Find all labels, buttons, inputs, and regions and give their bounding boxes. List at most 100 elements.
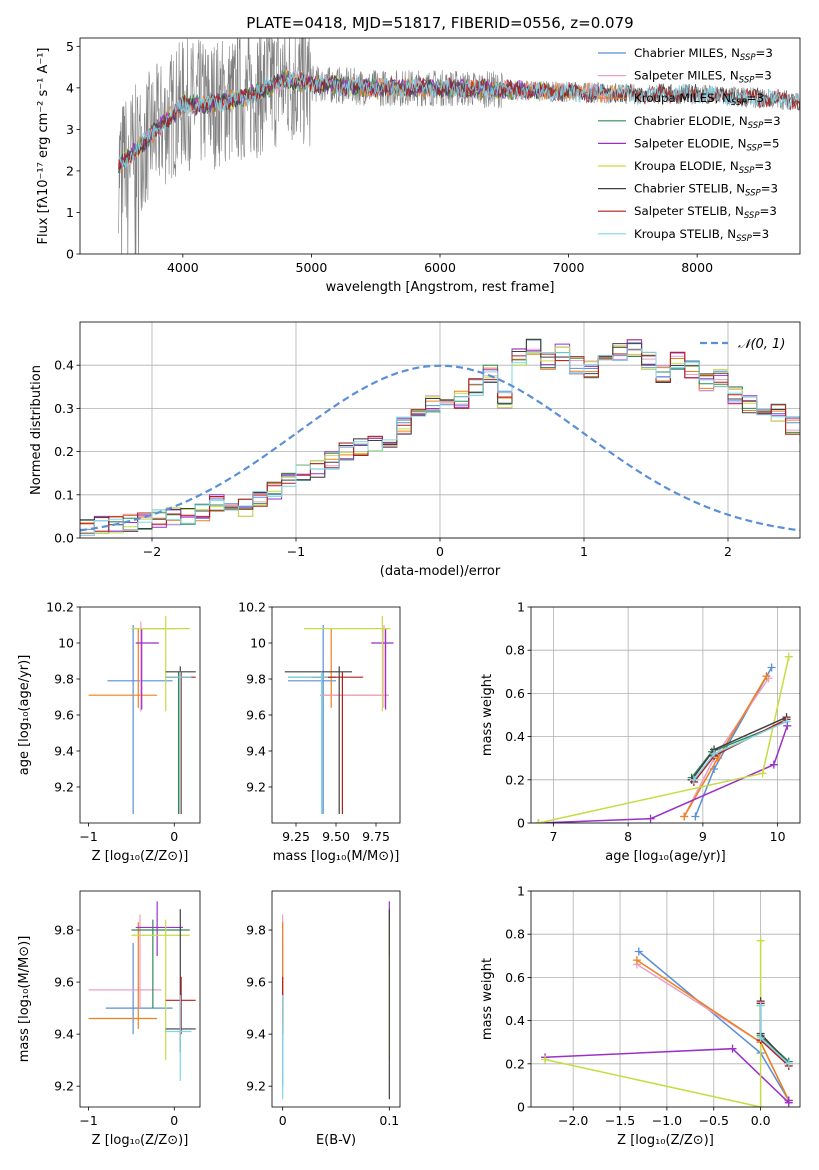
x-tick-label: −0.5 — [699, 1113, 729, 1128]
series-marker — [784, 1096, 793, 1105]
y-tick-label: 9.6 — [246, 975, 266, 990]
y-tick-label: 9.4 — [246, 744, 266, 759]
series-marker — [756, 936, 765, 945]
plot-area — [284, 616, 394, 814]
errorbar-point — [304, 616, 391, 712]
y-tick-label: 9.4 — [54, 744, 74, 759]
y-tick-label: 0 — [66, 247, 74, 262]
x-axis-label: age [log₁₀(age/yr)] — [605, 849, 726, 864]
panel-residuals: −2 −1 0 1 2 0.0 0.1 0.2 0.3 0.4 (data-model)/error… — [29, 321, 801, 579]
series-line — [759, 1005, 790, 1065]
legend-label: 𝒩(0, 1) — [738, 337, 785, 352]
series-line — [538, 725, 789, 823]
errorbar-point — [88, 628, 158, 708]
legend-label: Kroupa MILES, NSSP=3 — [634, 91, 764, 108]
histogram-step — [80, 346, 800, 534]
histogram-step — [80, 339, 800, 525]
plot-area — [80, 338, 800, 536]
errorbar-point — [135, 901, 183, 957]
y-tick-label: 0.2 — [54, 444, 74, 459]
y-tick-label: 10.2 — [238, 600, 266, 615]
y-tick-label: 0.4 — [505, 729, 525, 744]
y-tick-label: 0 — [517, 1100, 525, 1115]
series-marker — [782, 717, 791, 726]
x-tick-label: 6000 — [424, 260, 456, 275]
y-axis-label: Normed distribution — [29, 365, 44, 495]
panel-age_vs_Z: −1 0 9.2 9.4 9.6 9.8 10 10.2 Z [log₁₀(Z/Z⊙)] age … — [17, 600, 201, 864]
y-axis-label: mass weight — [480, 674, 495, 756]
x-tick-label: −1 — [79, 829, 97, 844]
y-tick-label: 9.8 — [246, 672, 266, 687]
y-tick-label: 1 — [66, 205, 74, 220]
x-tick-label: 9.75 — [362, 829, 390, 844]
x-tick-label: −1 — [287, 544, 305, 559]
panel-weight_vs_age: 7 8 9 10 0 0.2 0.4 0.6 0.8 1 age [log₁₀(age/yr)] ma… — [480, 600, 801, 864]
y-tick-label: 9.2 — [246, 1079, 266, 1094]
x-axis-label: wavelength [Angstrom, rest frame] — [326, 280, 555, 295]
plot-area — [88, 901, 196, 1081]
y-tick-label: 9.6 — [54, 708, 74, 723]
plot-area — [118, 38, 800, 254]
y-tick-label: 1 — [517, 600, 525, 615]
axes-frame — [271, 890, 401, 1108]
y-tick-label: 9.4 — [54, 1027, 74, 1042]
x-tick-label: 9 — [699, 829, 707, 844]
histogram-step — [80, 348, 800, 536]
plot-area — [534, 652, 793, 823]
y-tick-label: 9.2 — [54, 780, 74, 795]
panel-age_vs_mass: 9.25 9.50 9.75 9.2 9.4 9.6 9.8 10 10.2 mass [log₁… — [238, 600, 401, 864]
y-tick-label: 9.6 — [246, 708, 266, 723]
series-marker — [691, 812, 700, 821]
y-tick-label: 9.4 — [246, 1027, 266, 1042]
series-marker — [756, 1033, 765, 1042]
x-tick-label: −1.0 — [652, 1113, 682, 1128]
y-axis-label: age [log₁₀(age/yr)] — [17, 655, 32, 776]
axes-frame — [79, 890, 201, 1108]
errorbar-point — [134, 621, 176, 712]
y-tick-label: 0.2 — [505, 772, 525, 787]
y-tick-label: 0.4 — [505, 1013, 525, 1028]
errorbar-point — [105, 943, 173, 1035]
y-tick-label: 9.2 — [246, 780, 266, 795]
y-axis-label: Flux [fλ10⁻¹⁷ erg cm⁻² s⁻¹ A⁻¹] — [36, 48, 51, 245]
x-tick-label: −1 — [79, 1113, 97, 1128]
normal-curve — [80, 364, 800, 532]
series-marker — [634, 947, 643, 956]
y-tick-label: 0 — [517, 816, 525, 831]
legend-label: Kroupa ELODIE, NSSP=3 — [634, 159, 772, 176]
y-tick-label: 4 — [66, 80, 74, 95]
y-tick-label: 10 — [58, 636, 74, 651]
errorbar-point — [88, 914, 162, 1009]
x-tick-label: 9.25 — [282, 829, 310, 844]
y-tick-label: 3 — [66, 122, 74, 137]
x-tick-label: 7 — [549, 829, 557, 844]
panel-weight_vs_Z: −2.0 −1.5 −1.0 −0.5 0.0 0 0.2 0.4 0.6 0.8 1 Z [log₁… — [480, 884, 801, 1148]
errorbar-point — [165, 671, 192, 814]
histogram-step — [80, 339, 800, 532]
series-marker — [680, 812, 689, 821]
gridlines — [531, 606, 800, 824]
plot-area — [88, 616, 196, 814]
legend-label: Salpeter MILES, NSSP=3 — [634, 69, 772, 86]
x-tick-label: −2 — [143, 544, 161, 559]
histogram-step — [80, 339, 800, 534]
errorbar-point — [131, 616, 190, 712]
legend-label: Chabrier STELIB, NSSP=3 — [634, 182, 778, 199]
errorbar-point — [312, 671, 364, 814]
chart-title: PLATE=0418, MJD=51817, FIBERID=0556, z=0… — [246, 14, 633, 32]
x-tick-label: 7000 — [553, 260, 585, 275]
y-tick-label: 0.0 — [54, 531, 74, 546]
legend-label: Salpeter STELIB, NSSP=3 — [634, 204, 777, 221]
y-tick-label: 0.2 — [505, 1056, 525, 1071]
series-marker — [767, 663, 776, 672]
errorbar-point — [320, 625, 389, 708]
y-tick-label: 9.8 — [246, 923, 266, 938]
series-marker — [710, 749, 719, 758]
axes-frame — [530, 890, 801, 1108]
panel-mass_vs_Z: −1 0 9.2 9.4 9.6 9.8 Z [log₁₀(Z/Z⊙)] mass [log₁… — [17, 890, 201, 1148]
x-tick-label: 0.0 — [751, 1113, 771, 1128]
errorbar-point — [288, 625, 336, 814]
y-axis-label: mass weight — [480, 958, 495, 1040]
x-tick-label: 0 — [170, 829, 178, 844]
